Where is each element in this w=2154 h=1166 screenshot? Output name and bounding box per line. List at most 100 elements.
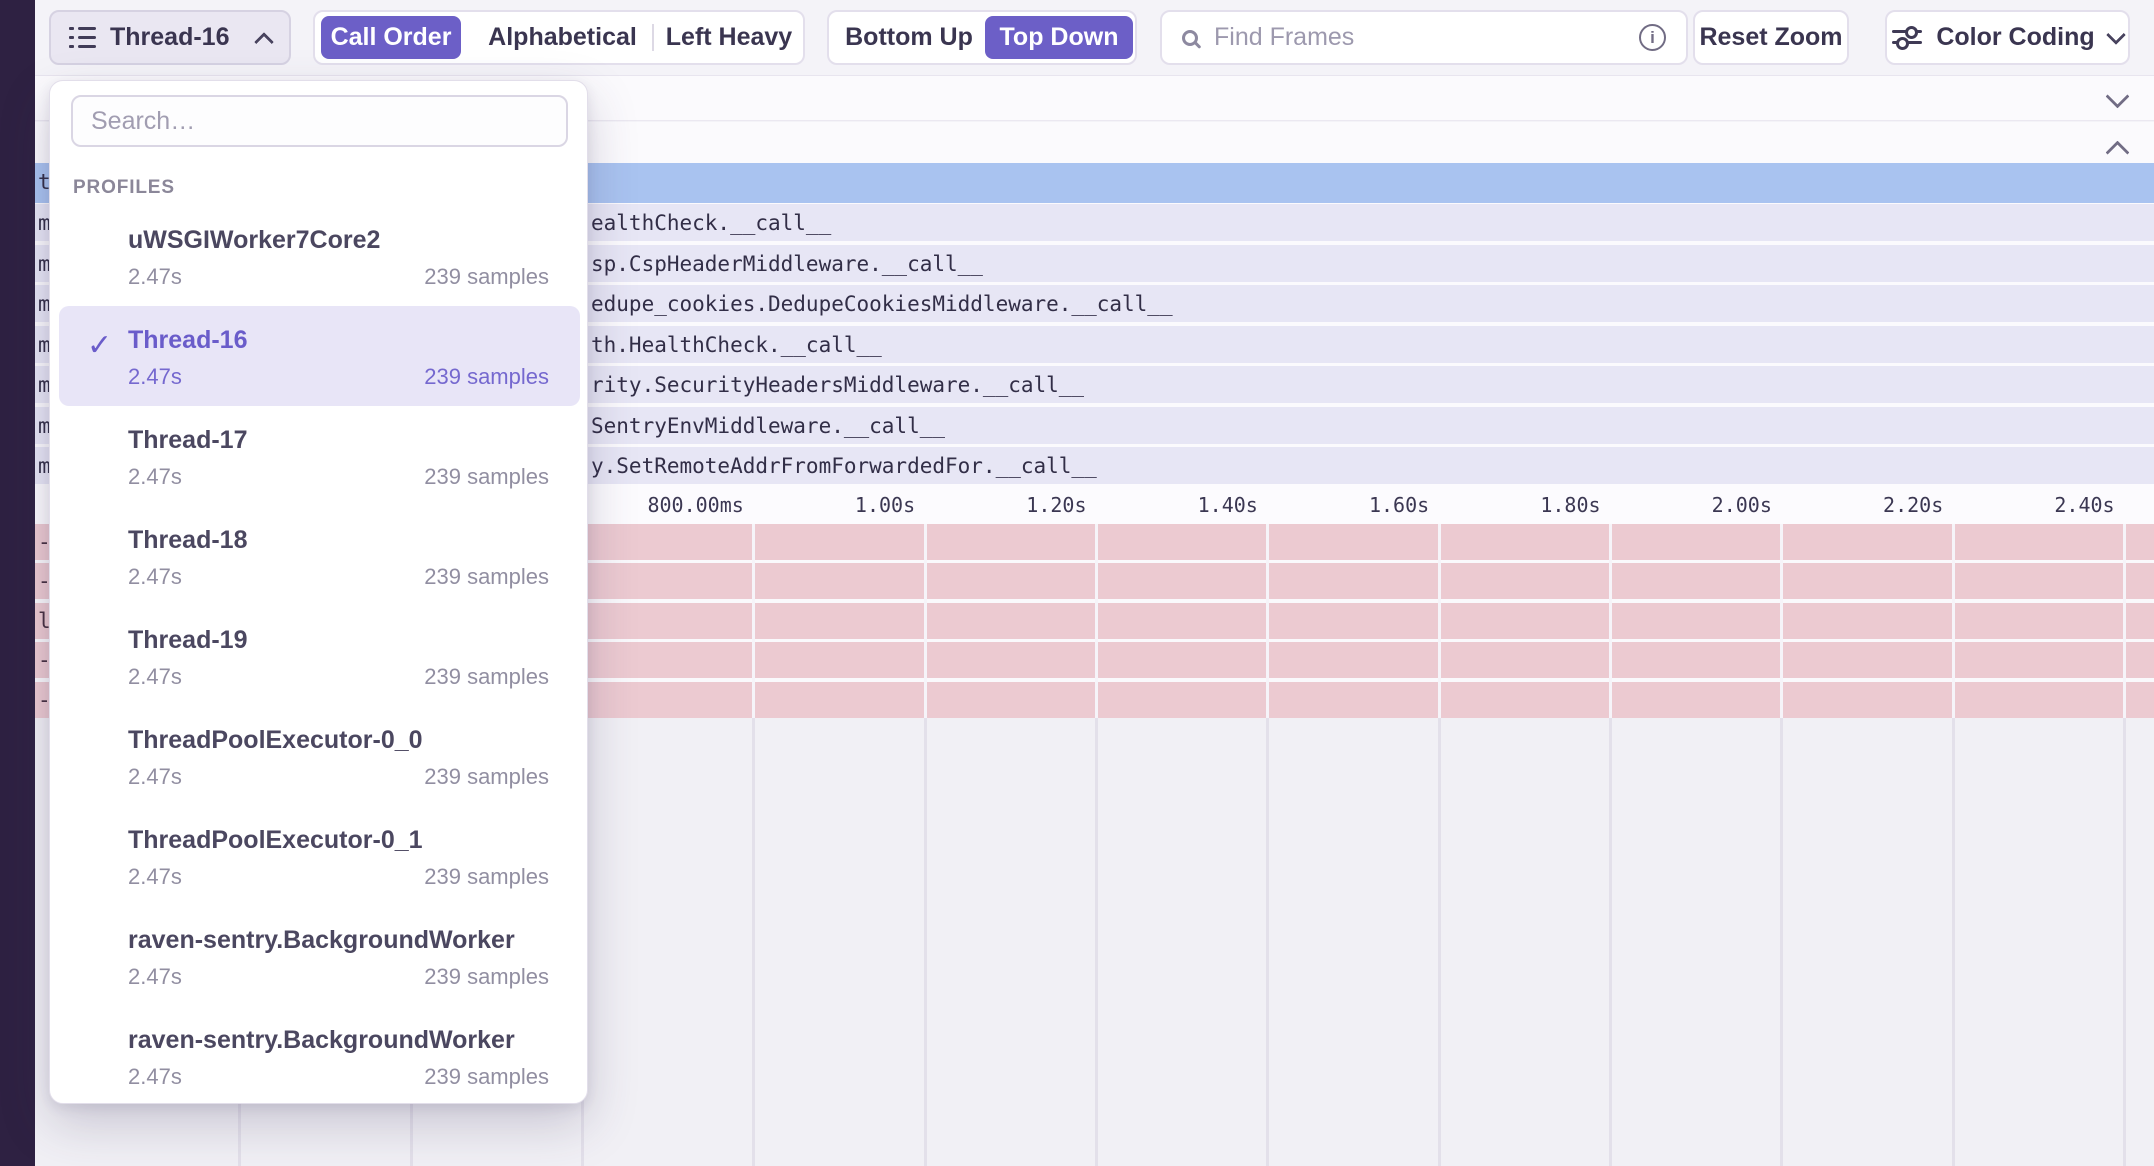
divider	[652, 24, 654, 51]
tab-top-down[interactable]: Top Down	[985, 16, 1133, 59]
profile-name: Thread-19	[128, 626, 248, 654]
profile-sample-count: 239 samples	[424, 864, 549, 889]
time-gridline	[923, 718, 927, 1166]
chevron-down-icon[interactable]	[2105, 84, 2130, 109]
profile-sample-count: 239 samples	[424, 264, 549, 289]
profile-name: Thread-18	[128, 526, 248, 554]
time-axis-tick: 1.20s	[1026, 493, 1087, 517]
time-axis-tick: 1.00s	[854, 493, 916, 517]
color-coding-button[interactable]: Color Coding	[1885, 10, 2130, 65]
profile-list-item[interactable]: raven-sentry.BackgroundWorker 2.47s 239 sa…	[59, 1006, 580, 1103]
time-axis-tick: 2.00s	[1711, 493, 1772, 517]
frame-left-fragment: m	[38, 373, 51, 397]
time-axis-tick: 800.00ms	[647, 493, 744, 517]
frame-label: edupe_cookies.DedupeCookiesMiddleware.__…	[591, 292, 1173, 316]
frame-label: SentryEnvMiddleware.__call__	[591, 413, 946, 438]
profile-name: Thread-16	[128, 326, 248, 354]
profiles-section-label: PROFILES	[73, 177, 175, 198]
tab-alphabetical[interactable]: Alphabetical	[488, 23, 637, 51]
profile-sample-count: 239 samples	[424, 1064, 549, 1089]
time-gridline	[1095, 524, 1098, 718]
frame-label: sp.CspHeaderMiddleware.__call__	[591, 251, 983, 276]
tab-call-order[interactable]: Call Order	[321, 16, 461, 59]
profile-name: raven-sentry.BackgroundWorker	[128, 1026, 515, 1054]
profile-name: ThreadPoolExecutor-0_0	[128, 726, 423, 754]
time-gridline	[1095, 718, 1098, 1166]
profile-name: raven-sentry.BackgroundWorker	[128, 926, 515, 954]
frame-left-fragment: m	[38, 454, 51, 478]
tab-bottom-up[interactable]: Bottom Up	[845, 23, 973, 51]
time-gridline	[1266, 524, 1270, 718]
profile-duration: 2.47s	[128, 264, 182, 289]
frame-left-fragment: l	[38, 608, 51, 633]
time-axis-tick: 1.40s	[1197, 493, 1258, 517]
frame-left-fragment: m	[38, 251, 51, 276]
profile-name: ThreadPoolExecutor-0_1	[128, 826, 423, 854]
dropdown-search-input[interactable]	[71, 95, 568, 147]
chevron-up-icon[interactable]	[2105, 140, 2130, 165]
time-gridline	[1951, 718, 1955, 1166]
frame-left-fragment: -	[38, 648, 51, 673]
thread-dropdown-panel: PROFILES uWSGIWorker7Core2 2.47s 239 sampl…	[49, 80, 588, 1104]
find-frames-input[interactable]	[1214, 23, 1623, 52]
profile-sample-count: 239 samples	[424, 964, 549, 989]
profile-list-item[interactable]: raven-sentry.BackgroundWorker 2.47s 239 sa…	[59, 906, 580, 1006]
profile-list-icon	[69, 27, 96, 48]
time-gridline	[2123, 718, 2127, 1166]
app-sidebar-strip	[0, 0, 35, 1166]
find-frames-box	[1160, 10, 1688, 65]
profile-list-item[interactable]: Thread-17 2.47s 239 samples	[59, 406, 580, 506]
profile-list-item[interactable]: Thread-18 2.47s 239 samples	[59, 506, 580, 606]
profile-sample-count: 239 samples	[424, 764, 549, 789]
profile-list-item[interactable]: ThreadPoolExecutor-0_1 2.47s 239 samples	[59, 806, 580, 906]
profile-duration: 2.47s	[128, 964, 182, 989]
profile-sample-count: 239 samples	[424, 364, 549, 389]
profile-list-item[interactable]: uWSGIWorker7Core2 2.47s 239 samples	[59, 206, 580, 306]
profile-sample-count: 239 samples	[424, 464, 549, 489]
profile-duration: 2.47s	[128, 864, 182, 889]
reset-zoom-button[interactable]: Reset Zoom	[1693, 10, 1849, 65]
frame-left-fragment: -	[38, 530, 51, 554]
frame-left-fragment: -	[38, 569, 51, 594]
profile-duration: 2.47s	[128, 1064, 182, 1089]
profile-sample-count: 239 samples	[424, 664, 549, 689]
time-gridline	[752, 718, 756, 1166]
time-gridline	[1609, 524, 1613, 718]
sort-mode-segmented-control: Call Order Alphabetical Left Heavy	[313, 10, 805, 65]
direction-segmented-control: Bottom Up Top Down	[827, 10, 1137, 65]
search-icon	[1182, 29, 1198, 46]
chevron-up-icon	[254, 31, 274, 52]
profile-list-item[interactable]: ThreadPoolExecutor-0_0 2.47s 239 samples	[59, 706, 580, 806]
frame-left-fragment: m	[38, 292, 51, 316]
time-gridline	[923, 524, 927, 718]
profile-sample-count: 239 samples	[424, 564, 549, 589]
sliders-icon	[1892, 25, 1923, 50]
profile-list-item[interactable]: Thread-16 2.47s 239 samples	[59, 306, 580, 406]
time-gridline	[1780, 524, 1784, 718]
checkmark-icon	[87, 328, 112, 363]
info-icon[interactable]	[1639, 24, 1666, 51]
frame-label: th.HealthCheck.__call__	[591, 332, 882, 357]
time-gridline	[1780, 718, 1784, 1166]
thread-selector-button[interactable]: Thread-16	[49, 10, 291, 65]
reset-zoom-label: Reset Zoom	[1699, 23, 1843, 51]
time-gridline	[1951, 524, 1955, 718]
time-gridline	[1266, 718, 1270, 1166]
profile-duration: 2.47s	[128, 764, 182, 789]
profile-name: Thread-17	[128, 426, 248, 454]
time-axis-tick: 2.40s	[2054, 493, 2115, 517]
profile-duration: 2.47s	[128, 564, 182, 589]
frame-left-fragment: m	[38, 413, 51, 438]
frame-left-fragment: m	[38, 332, 51, 357]
time-axis-tick: 1.80s	[1540, 493, 1601, 517]
color-coding-label: Color Coding	[1936, 23, 2095, 51]
profile-name: uWSGIWorker7Core2	[128, 226, 381, 254]
profile-duration: 2.47s	[128, 664, 182, 689]
time-gridline	[752, 524, 756, 718]
profile-list-item[interactable]: Thread-19 2.47s 239 samples	[59, 606, 580, 706]
tab-left-heavy[interactable]: Left Heavy	[665, 23, 793, 51]
divider	[35, 75, 2154, 76]
time-axis-tick: 1.60s	[1368, 493, 1430, 517]
frame-label: ealthCheck.__call__	[591, 211, 832, 235]
frame-label: y.SetRemoteAddrFromForwardedFor.__call__	[591, 454, 1097, 478]
